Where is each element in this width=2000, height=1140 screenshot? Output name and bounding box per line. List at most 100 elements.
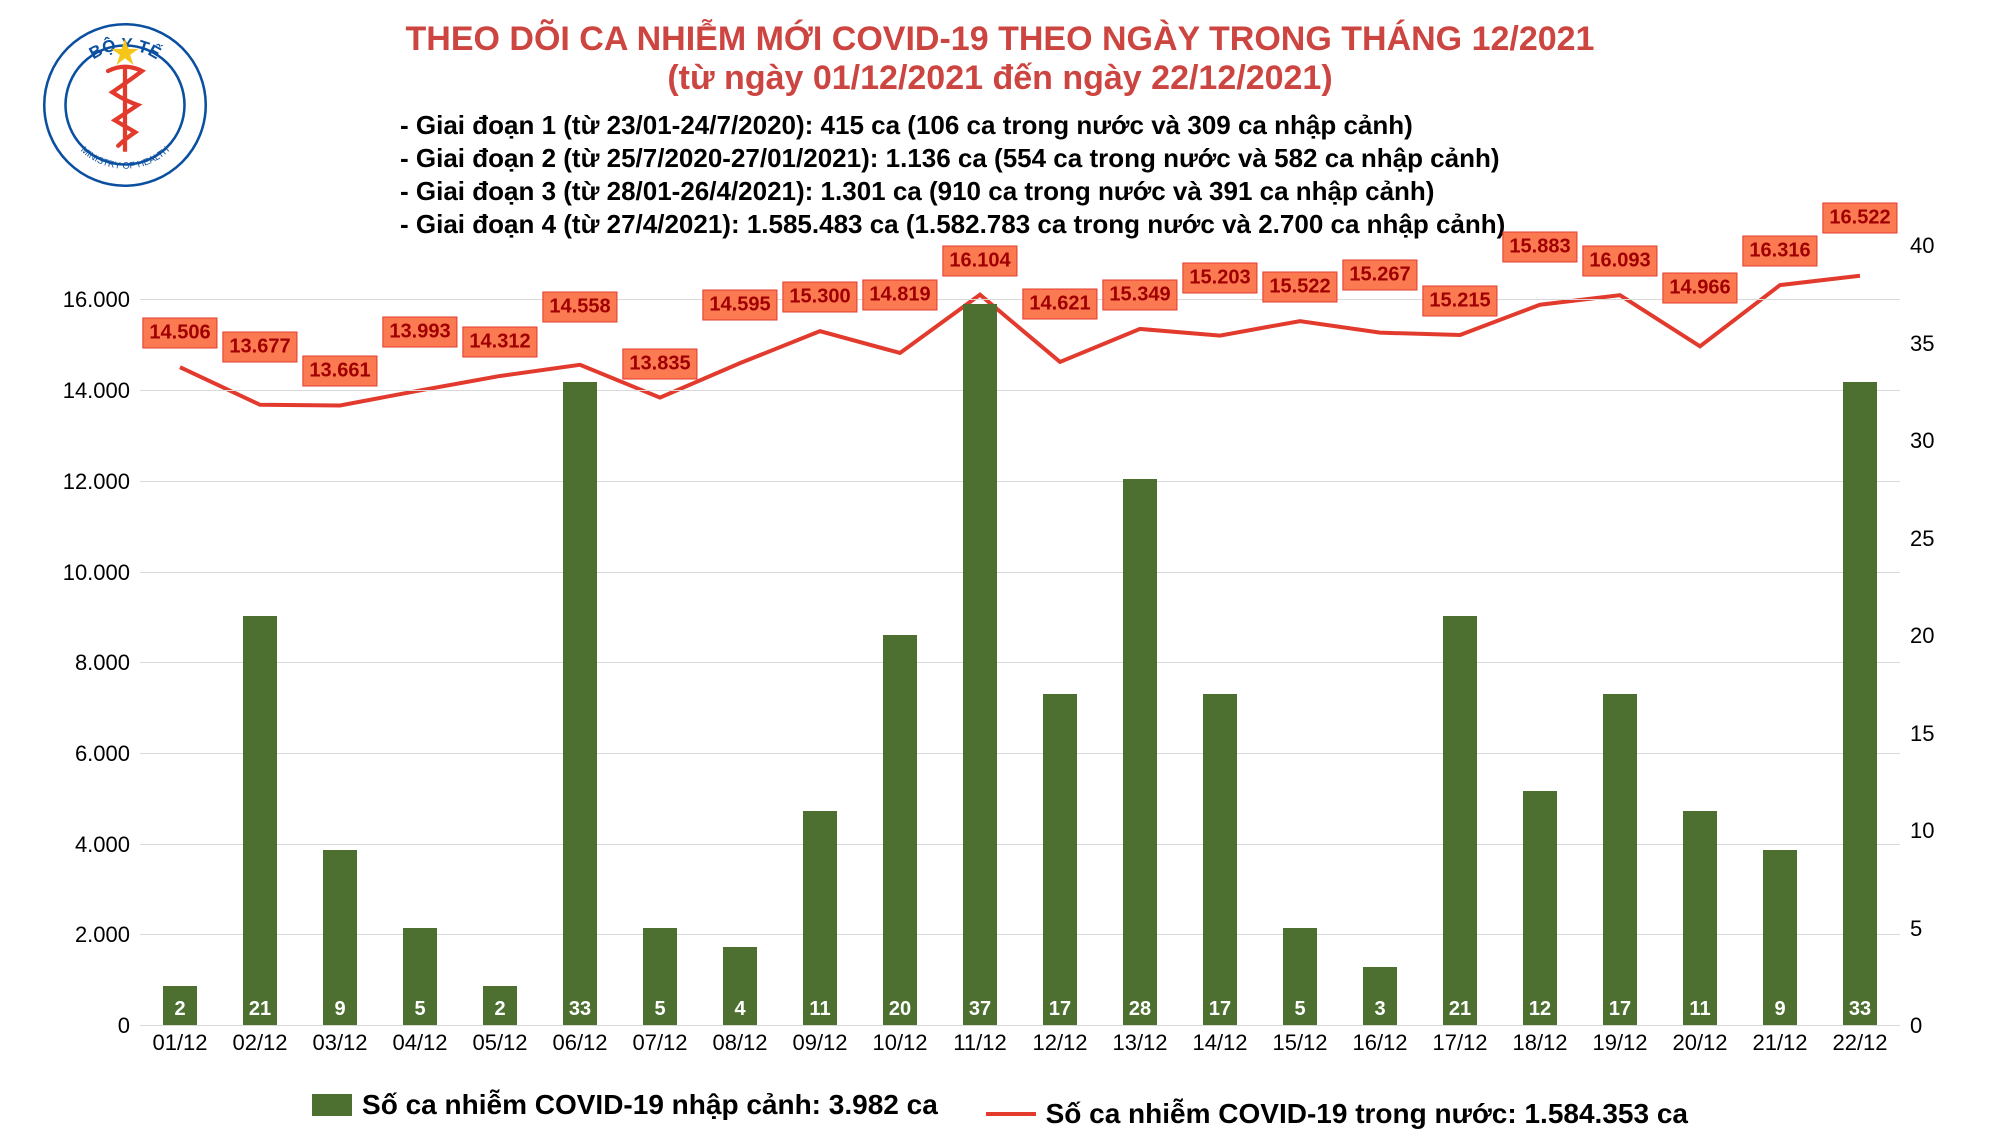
legend-bar-swatch <box>312 1094 352 1116</box>
line-value-label: 16.522 <box>1822 202 1897 233</box>
bar <box>1123 479 1157 1025</box>
x-tick: 09/12 <box>792 1030 847 1056</box>
x-tick: 08/12 <box>712 1030 767 1056</box>
y-left-tick: 10.000 <box>60 560 130 586</box>
bar-value-label: 11 <box>1683 998 1717 1021</box>
x-tick: 19/12 <box>1592 1030 1647 1056</box>
bar-value-label: 2 <box>483 998 517 1021</box>
bar-value-label: 11 <box>803 998 837 1021</box>
bar <box>1523 791 1557 1025</box>
y-left-tick: 12.000 <box>60 469 130 495</box>
line-value-label: 15.349 <box>1102 279 1177 310</box>
chart-legend: Số ca nhiễm COVID-19 nhập cảnh: 3.982 ca… <box>0 1089 2000 1130</box>
y-left-tick: 2.000 <box>60 922 130 948</box>
bar <box>563 382 597 1026</box>
line-value-label: 14.595 <box>702 290 777 321</box>
bar-value-label: 17 <box>1203 998 1237 1021</box>
bar-value-label: 9 <box>323 998 357 1021</box>
bar-value-label: 20 <box>883 998 917 1021</box>
y-right-tick: 20 <box>1910 623 1950 649</box>
x-tick: 15/12 <box>1272 1030 1327 1056</box>
note-line: - Giai đoạn 4 (từ 27/4/2021): 1.585.483 … <box>400 209 1505 240</box>
x-tick: 06/12 <box>552 1030 607 1056</box>
y-left-tick: 16.000 <box>60 287 130 313</box>
chart-plot-area: 02.0004.0006.0008.00010.00012.00014.0001… <box>140 245 1900 1025</box>
bar-value-label: 2 <box>163 998 197 1021</box>
line-value-label: 15.300 <box>782 282 857 313</box>
y-right-tick: 15 <box>1910 721 1950 747</box>
x-tick: 17/12 <box>1432 1030 1487 1056</box>
y-right-tick: 0 <box>1910 1013 1950 1039</box>
bar-value-label: 33 <box>1843 998 1877 1021</box>
note-line: - Giai đoạn 2 (từ 25/7/2020-27/01/2021):… <box>400 143 1505 174</box>
x-tick: 07/12 <box>632 1030 687 1056</box>
x-tick: 01/12 <box>152 1030 207 1056</box>
legend-bar-text: Số ca nhiễm COVID-19 nhập cảnh: 3.982 ca <box>362 1089 938 1121</box>
x-tick: 12/12 <box>1032 1030 1087 1056</box>
bar-value-label: 5 <box>643 998 677 1021</box>
y-axis-left: 02.0004.0006.0008.00010.00012.00014.0001… <box>60 245 130 1025</box>
y-right-tick: 40 <box>1910 233 1950 259</box>
bar-value-label: 17 <box>1043 998 1077 1021</box>
chart-title: THEO DÕI CA NHIỄM MỚI COVID-19 THEO NGÀY… <box>0 20 2000 98</box>
x-tick: 21/12 <box>1752 1030 1807 1056</box>
legend-line-swatch <box>986 1112 1036 1116</box>
bar-value-label: 4 <box>723 998 757 1021</box>
y-left-tick: 6.000 <box>60 741 130 767</box>
x-tick: 20/12 <box>1672 1030 1727 1056</box>
note-line: - Giai đoạn 1 (từ 23/01-24/7/2020): 415 … <box>400 110 1505 141</box>
y-left-tick: 4.000 <box>60 832 130 858</box>
y-right-tick: 35 <box>1910 331 1950 357</box>
x-tick: 22/12 <box>1832 1030 1887 1056</box>
legend-line-text: Số ca nhiễm COVID-19 trong nước: 1.584.3… <box>1046 1098 1688 1130</box>
bar-value-label: 12 <box>1523 998 1557 1021</box>
note-line: - Giai đoạn 3 (từ 28/01-26/4/2021): 1.30… <box>400 176 1505 207</box>
bar <box>1443 616 1477 1026</box>
title-line-1: THEO DÕI CA NHIỄM MỚI COVID-19 THEO NGÀY… <box>0 20 2000 59</box>
line-value-label: 14.506 <box>142 318 217 349</box>
line-value-label: 16.104 <box>942 245 1017 276</box>
bar-value-label: 3 <box>1363 998 1397 1021</box>
x-tick: 10/12 <box>872 1030 927 1056</box>
bar-value-label: 28 <box>1123 998 1157 1021</box>
y-right-tick: 25 <box>1910 526 1950 552</box>
y-right-tick: 30 <box>1910 428 1950 454</box>
x-axis: 01/1202/1203/1204/1205/1206/1207/1208/12… <box>140 1030 1900 1060</box>
line-value-label: 14.819 <box>862 279 937 310</box>
bar <box>1043 694 1077 1026</box>
bar-value-label: 9 <box>1763 998 1797 1021</box>
bar-value-label: 21 <box>1443 998 1477 1021</box>
y-axis-right: 0510152025303540 <box>1910 245 1950 1025</box>
line-value-label: 13.661 <box>302 356 377 387</box>
line-value-label: 16.316 <box>1742 236 1817 267</box>
line-value-label: 13.835 <box>622 348 697 379</box>
x-tick: 14/12 <box>1192 1030 1247 1056</box>
bar <box>883 635 917 1025</box>
plot-region: 2219523354112037172817532112171193314.50… <box>140 245 1900 1025</box>
x-tick: 13/12 <box>1112 1030 1167 1056</box>
line-value-label: 14.621 <box>1022 288 1097 319</box>
x-tick: 18/12 <box>1512 1030 1567 1056</box>
line-value-label: 15.883 <box>1502 231 1577 262</box>
x-tick: 16/12 <box>1352 1030 1407 1056</box>
bar <box>1683 811 1717 1026</box>
line-value-label: 14.966 <box>1662 273 1737 304</box>
bar-value-label: 17 <box>1603 998 1637 1021</box>
bar-value-label: 33 <box>563 998 597 1021</box>
bar <box>1203 694 1237 1026</box>
x-tick: 05/12 <box>472 1030 527 1056</box>
y-right-tick: 5 <box>1910 916 1950 942</box>
x-tick: 03/12 <box>312 1030 367 1056</box>
bar-value-label: 21 <box>243 998 277 1021</box>
bar-value-label: 5 <box>403 998 437 1021</box>
y-right-tick: 10 <box>1910 818 1950 844</box>
x-tick: 11/12 <box>953 1030 1006 1056</box>
line-value-label: 15.203 <box>1182 262 1257 293</box>
legend-bar: Số ca nhiễm COVID-19 nhập cảnh: 3.982 ca <box>312 1089 938 1121</box>
line-value-label: 15.267 <box>1342 259 1417 290</box>
title-line-2: (từ ngày 01/12/2021 đến ngày 22/12/2021) <box>0 59 2000 98</box>
legend-line: Số ca nhiễm COVID-19 trong nước: 1.584.3… <box>986 1098 1688 1130</box>
chart-container: BỘ Y TẾ MINISTRY OF HEALTH THEO DÕI CA N… <box>0 0 2000 1140</box>
line-value-label: 14.312 <box>462 326 537 357</box>
bar-value-label: 37 <box>963 998 997 1021</box>
